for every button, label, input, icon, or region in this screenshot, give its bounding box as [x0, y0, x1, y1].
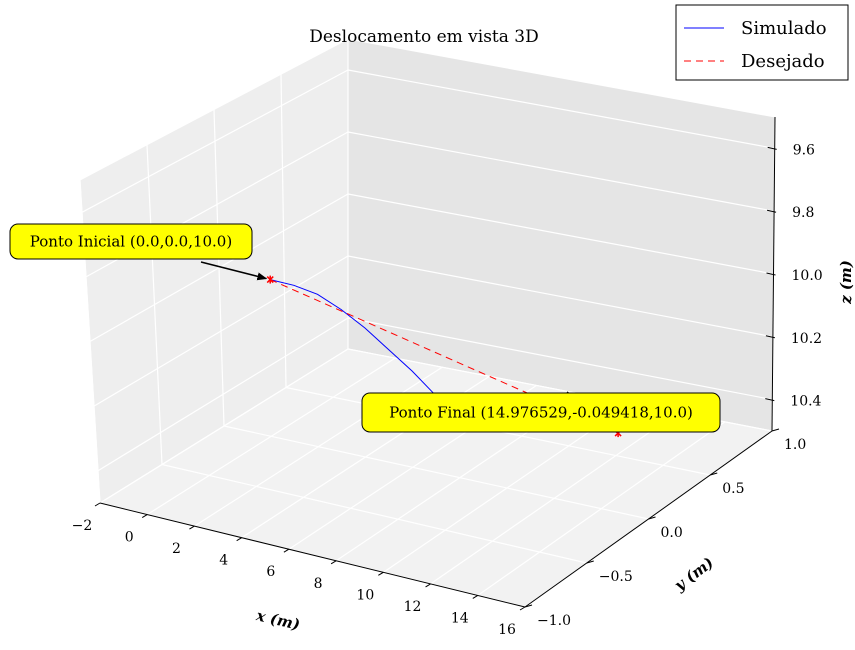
annotation-text: Ponto Final (14.976529,-0.049418,10.0)	[389, 404, 693, 422]
z-tick-label: 9.8	[792, 205, 814, 221]
x-tick	[425, 583, 431, 588]
x-tick	[519, 606, 526, 611]
y-tick	[771, 428, 780, 432]
x-tick-label: 2	[172, 541, 181, 557]
legend-label-simulado: Simulado	[741, 18, 827, 39]
x-tick-label: −2	[72, 518, 93, 534]
z-tick-label: 10.0	[792, 268, 823, 284]
x-tick	[330, 560, 337, 565]
grid-line-z-back	[347, 193, 774, 275]
x-tick-label: 6	[266, 564, 275, 580]
x-tick	[378, 571, 384, 576]
x-tick	[472, 595, 479, 599]
z-axis-line	[771, 116, 776, 432]
x-tick-label: 12	[404, 599, 422, 615]
z-tick-label: 10.2	[791, 331, 822, 347]
grid-line-z-back	[347, 255, 774, 338]
x-tick	[141, 514, 148, 518]
x-tick-label: 8	[314, 576, 323, 592]
grid-line-z	[93, 255, 349, 407]
x-axis-title: x (m)	[254, 606, 302, 634]
annotation-arrow	[200, 261, 268, 281]
point-marker-0	[266, 275, 274, 284]
z-tick	[765, 398, 775, 402]
grid-line-z	[97, 317, 349, 472]
z-axis-title: z (m)	[837, 260, 855, 305]
y-axis-line	[524, 430, 773, 608]
annotation-box	[361, 392, 721, 433]
x-tick-label: 14	[451, 610, 469, 626]
x-tick	[236, 537, 242, 542]
y-tick-label: −0.5	[599, 569, 633, 585]
x-tick-label: 4	[219, 553, 228, 569]
grid-line-z-back	[347, 69, 775, 149]
grid-line-y	[223, 425, 649, 520]
x-tick	[94, 502, 101, 507]
chart-title: Deslocamento em vista 3D	[309, 27, 539, 47]
z-tick	[766, 272, 776, 276]
z-tick	[765, 335, 776, 339]
z-tick	[766, 209, 777, 213]
x-tick-label: 0	[125, 530, 134, 546]
legend-label-desejado: Desejado	[741, 51, 825, 72]
z-tick-label: 9.6	[793, 142, 815, 158]
grid-line-z-back	[347, 317, 773, 401]
x-tick-label: 10	[356, 587, 374, 603]
y-axis-title: y (m)	[670, 554, 717, 595]
y-tick-label: −1.0	[537, 613, 571, 629]
z-tick-label: 10.4	[790, 394, 821, 410]
annotation-box	[9, 223, 253, 260]
x-tick	[283, 548, 290, 553]
x-axis-line	[99, 502, 526, 608]
x-tick-label: 16	[498, 622, 516, 638]
y-tick-label: 1.0	[784, 437, 806, 453]
grid-line-z	[89, 193, 349, 343]
y-tick-label: 0.0	[661, 525, 683, 541]
grid-line-z	[81, 69, 349, 213]
y-tick-label: 0.5	[722, 481, 744, 497]
annotations: Ponto Inicial (0.0,0.0,10.0) Ponto Final …	[9, 223, 721, 433]
legend: Simulado Desejado	[675, 4, 849, 81]
grid-line-z-back	[347, 131, 775, 212]
z-tick	[767, 146, 777, 150]
legend-frame	[675, 4, 849, 81]
annotation-text: Ponto Inicial (0.0,0.0,10.0)	[30, 233, 232, 251]
x-tick	[189, 525, 195, 530]
grid-line-y	[161, 463, 587, 564]
